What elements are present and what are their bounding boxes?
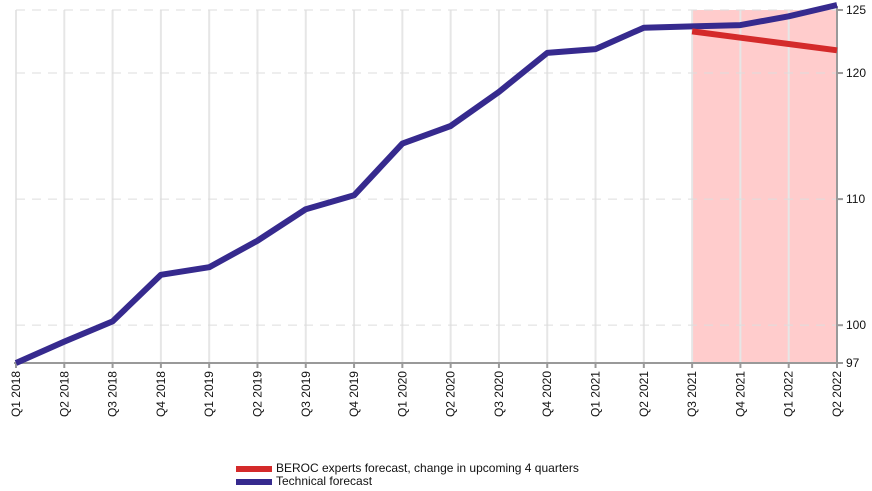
legend-swatch-technical	[236, 478, 272, 485]
legend-item-technical: Technical forecast	[236, 475, 579, 488]
x-tick-label: Q4 2018	[154, 371, 168, 417]
x-tick-label: Q3 2021	[685, 371, 699, 417]
y-tick-label: 100	[846, 318, 866, 332]
x-tick-label: Q4 2019	[347, 371, 361, 417]
x-tick-label: Q3 2018	[106, 371, 120, 417]
x-tick-label: Q1 2019	[202, 371, 216, 417]
x-tick-label: Q2 2018	[57, 371, 71, 417]
legend-swatch-beroc	[236, 465, 272, 472]
forecast-shaded-region	[692, 10, 837, 363]
x-tick-label: Q1 2022	[782, 371, 796, 417]
x-tick-label: Q1 2020	[395, 371, 409, 417]
x-tick-label: Q3 2019	[299, 371, 313, 417]
series-line-technical-forecast	[14, 2, 838, 366]
x-tick-label: Q2 2020	[444, 371, 458, 417]
x-tick-label: Q2 2022	[830, 371, 844, 417]
y-tick-label: 125	[846, 3, 866, 17]
x-tick-label: Q3 2020	[492, 371, 506, 417]
x-tick-label: Q2 2019	[250, 371, 264, 417]
x-tick-label: Q4 2021	[733, 371, 747, 417]
chart-legend: BEROC experts forecast, change in upcomi…	[236, 462, 579, 488]
legend-item-beroc: BEROC experts forecast, change in upcomi…	[236, 462, 579, 475]
x-tick-label: Q4 2020	[540, 371, 554, 417]
series-line-beroc-forecast	[691, 28, 838, 54]
x-tick-label: Q1 2021	[589, 371, 603, 417]
x-tick-label: Q1 2018	[9, 371, 23, 417]
y-tick-label: 110	[846, 192, 865, 206]
y-tick-label: 120	[846, 66, 866, 80]
legend-label-technical: Technical forecast	[276, 474, 373, 488]
y-tick-label: 97	[846, 356, 860, 370]
legend-label-beroc: BEROC experts forecast, change in upcomi…	[276, 461, 579, 475]
x-tick-label: Q2 2021	[637, 371, 651, 417]
